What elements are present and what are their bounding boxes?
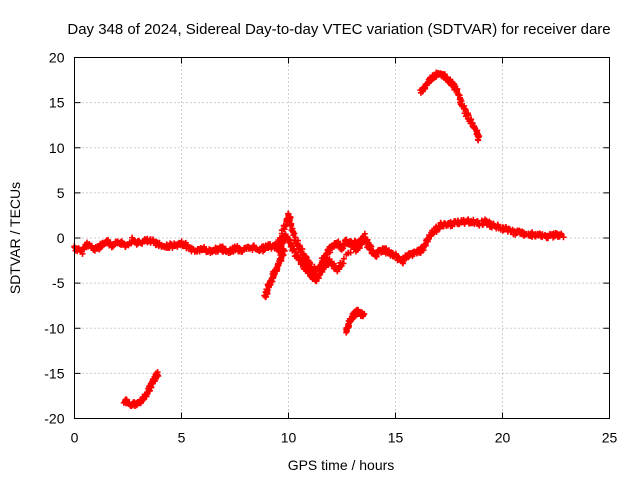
y-tick-label: -5 [52,275,65,291]
x-tick-label: 25 [602,430,618,446]
y-tick-label: 0 [57,230,65,246]
data-point [81,246,88,253]
y-axis-label: SDTVAR / TECUs [7,182,23,294]
data-point [373,253,380,260]
data-point [364,244,371,251]
grid [74,57,610,419]
data-point [536,230,543,237]
series-midday-low [343,306,368,336]
series-morning-low [120,369,162,410]
y-tick-label: 10 [49,140,65,156]
data-point [295,254,302,261]
y-tick-label: -20 [44,411,64,427]
series-baseline [71,210,567,277]
y-tick-label: 15 [49,95,65,111]
data-point [340,255,347,262]
data-point [363,238,370,245]
x-tick-label: 5 [178,430,186,446]
chart-title: Day 348 of 2024, Sidereal Day-to-day VTE… [67,21,610,38]
plot-frame [74,57,610,419]
data-point [560,234,567,241]
x-tick-label: 15 [388,430,404,446]
data-point [280,246,287,253]
x-tick-label: 0 [71,430,79,446]
data-point [123,396,130,403]
data-point [427,233,434,240]
series-baseline-lower-branch [275,230,371,285]
data-point [475,137,482,144]
data-point [288,221,295,228]
x-axis-label: GPS time / hours [288,457,395,473]
series-evening-high [417,69,483,144]
data-point [361,310,368,317]
y-tick-label: -15 [44,365,64,381]
axis-ticks: 0 5 10 15 20 25 -20 -15 -10 -5 0 5 10 15 20 [44,50,617,446]
y-tick-label: 5 [57,185,65,201]
x-tick-label: 10 [281,430,297,446]
x-tick-label: 20 [495,430,511,446]
y-tick-label: 20 [49,50,65,66]
y-tick-label: -10 [44,320,64,336]
data-point [347,249,354,256]
data-point [154,371,161,378]
series-arc-near-9h [261,246,288,301]
data-points [71,69,567,410]
